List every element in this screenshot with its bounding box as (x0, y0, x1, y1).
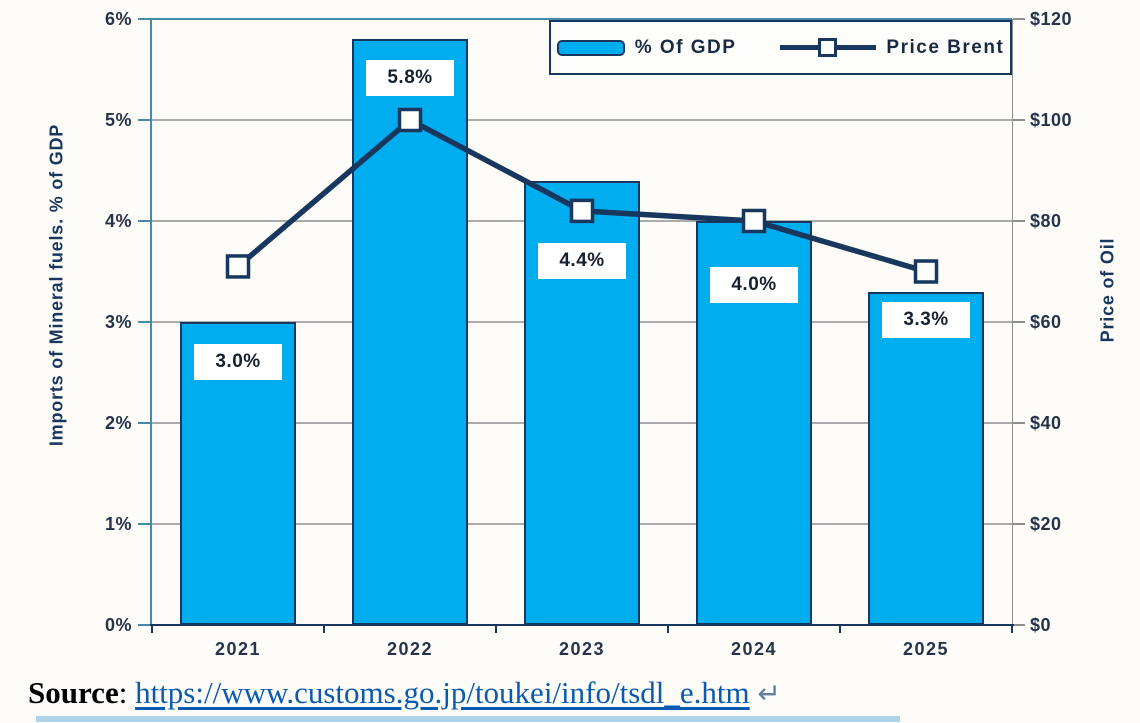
right-axis-tick (1013, 422, 1025, 424)
left-axis-tick (138, 624, 151, 626)
left-axis-tick (138, 321, 151, 323)
source-label: Source (28, 675, 119, 710)
line-marker-square (913, 259, 939, 284)
legend: % Of GDP Price Brent (549, 20, 1012, 75)
plot-top-border (152, 17, 1012, 21)
x-axis-tick (150, 625, 154, 633)
left-axis-tick (138, 422, 151, 424)
right-axis-tick-label: $20 (1030, 513, 1062, 534)
left-axis-tick (138, 220, 151, 222)
right-axis-tick-label: $80 (1030, 210, 1062, 231)
right-axis-tick (1013, 18, 1025, 20)
left-axis-tick (138, 119, 151, 121)
left-axis-tick-label: 3% (104, 311, 132, 332)
left-axis-title: Imports of Mineral fuels. % of GDP (46, 123, 67, 447)
x-axis-label: 2021 (214, 639, 262, 659)
source-separator: : (118, 675, 136, 710)
right-axis-tick-label: $0 (1030, 614, 1052, 635)
right-axis-tick (1013, 220, 1025, 222)
x-axis-label: 2025 (902, 639, 950, 659)
bar-data-label: 3.0% (194, 344, 282, 380)
right-axis-tick-label: $40 (1030, 412, 1062, 433)
right-axis-line (1012, 19, 1014, 625)
bar-data-label: 4.4% (538, 242, 626, 279)
left-axis-tick-label: 0% (104, 614, 132, 635)
x-axis-tick (322, 625, 326, 633)
brent-line-swatch-icon (780, 38, 877, 57)
left-axis-tick (138, 523, 151, 525)
left-axis-tick (138, 18, 151, 20)
source-line: Source: https://www.customs.go.jp/toukei… (28, 675, 781, 711)
left-axis-tick-label: 6% (104, 8, 132, 29)
right-axis-tick-label: $60 (1030, 311, 1062, 332)
paragraph-return-icon: ↵ (757, 677, 781, 710)
source-link[interactable]: https://www.customs.go.jp/toukei/info/ts… (135, 675, 750, 710)
bar-data-label: 3.3% (882, 301, 970, 338)
right-axis-tick (1013, 624, 1025, 626)
square-marker-icon (818, 38, 838, 57)
legend-label-brent: Price Brent (886, 36, 1005, 58)
left-axis-tick-label: 5% (104, 109, 132, 130)
bar-data-label: 4.0% (710, 267, 798, 303)
x-axis-tick (494, 625, 498, 633)
x-axis-tick (666, 625, 670, 633)
right-axis-tick (1013, 523, 1025, 525)
bar-data-label: 5.8% (366, 60, 454, 97)
gdp-bar-swatch-icon (556, 39, 625, 56)
line-marker-square (225, 254, 251, 279)
legend-label-gdp: % Of GDP (634, 36, 737, 58)
x-axis-label: 2024 (730, 639, 778, 659)
cropped-underline-strip (36, 716, 900, 722)
left-axis-tick-label: 4% (104, 210, 132, 231)
right-axis-tick-label: $120 (1030, 8, 1073, 29)
x-axis-tick (838, 625, 842, 633)
gridline (152, 119, 1012, 121)
x-axis-line (149, 623, 1015, 627)
bar-2025 (868, 291, 984, 625)
x-axis-tick (1010, 625, 1014, 633)
left-axis-tick-label: 1% (104, 513, 132, 534)
right-axis-tick (1013, 321, 1025, 323)
right-axis-tick (1013, 119, 1025, 121)
x-axis-label: 2023 (558, 639, 606, 659)
left-axis-tick-label: 2% (104, 412, 132, 433)
x-axis-label: 2022 (386, 639, 434, 659)
left-axis-line (149, 17, 153, 626)
right-axis-tick-label: $100 (1030, 109, 1073, 130)
right-axis-title: Price of Oil (1097, 237, 1118, 343)
bar-2022 (352, 39, 468, 625)
